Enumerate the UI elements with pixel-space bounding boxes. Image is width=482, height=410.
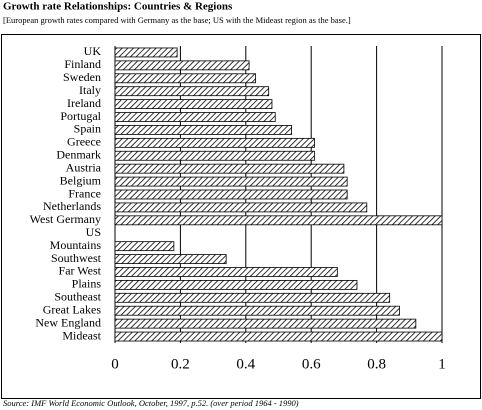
bar [114, 189, 348, 200]
bar [114, 292, 391, 303]
x-tick-label: 1 [438, 356, 446, 372]
bar [114, 254, 227, 264]
y-tick-label: Southwest [51, 251, 102, 265]
bar [114, 60, 250, 71]
bar [114, 241, 175, 252]
bar [114, 267, 338, 277]
bar [114, 150, 315, 161]
bar [114, 47, 178, 58]
y-tick-label: Plains [72, 277, 102, 291]
bar [114, 202, 368, 213]
y-tick-label: New England [35, 315, 101, 329]
bar [114, 176, 348, 187]
y-tick-label: Portugal [60, 109, 101, 123]
bar [114, 125, 292, 135]
x-tick-label: 0.2 [171, 356, 190, 372]
y-tick-label: Far West [59, 264, 102, 278]
bar [114, 163, 345, 174]
y-tick-label: Italy [79, 83, 101, 97]
chart-subtitle: [European growth rates compared with Ger… [3, 15, 351, 25]
bar [114, 305, 400, 316]
chart-title: Growth rate Relationships: Countries & R… [3, 1, 233, 13]
y-tick-label: Netherlands [43, 199, 101, 213]
bar [114, 99, 273, 110]
x-tick-label: 0 [111, 356, 119, 372]
x-tick-label: 0.8 [367, 356, 386, 372]
y-tick-label: Sweden [63, 70, 101, 84]
frame [1, 34, 481, 399]
y-tick-label: Belgium [60, 173, 102, 187]
y-tick-label: Denmark [56, 148, 101, 162]
source-note: Source: IMF World Economic Outlook, Octo… [3, 398, 299, 408]
bar [114, 86, 270, 97]
bar [114, 279, 358, 290]
bar [114, 318, 417, 329]
y-tick-label: Spain [74, 122, 101, 136]
y-tick-label: Great Lakes [43, 302, 102, 316]
y-tick-label: Austria [66, 160, 102, 174]
bar [114, 73, 257, 84]
x-tick-label: 0.6 [302, 356, 321, 372]
y-tick-label: West Germany [30, 212, 101, 226]
y-tick-label: Southeast [54, 290, 101, 304]
y-tick-label: Mountains [50, 238, 102, 252]
bar [114, 215, 443, 226]
x-tick-label: 0.4 [236, 356, 255, 372]
y-tick-label: Mideast [62, 328, 101, 342]
bar [114, 331, 443, 342]
y-tick-label: Ireland [67, 96, 101, 110]
y-tick-label: France [68, 186, 101, 200]
y-tick-label: Finland [64, 57, 101, 71]
y-tick-label: UK [84, 44, 102, 58]
bar [114, 112, 276, 122]
bar [114, 137, 315, 148]
y-tick-label: Greece [67, 135, 101, 149]
y-tick-label: US [86, 225, 101, 239]
